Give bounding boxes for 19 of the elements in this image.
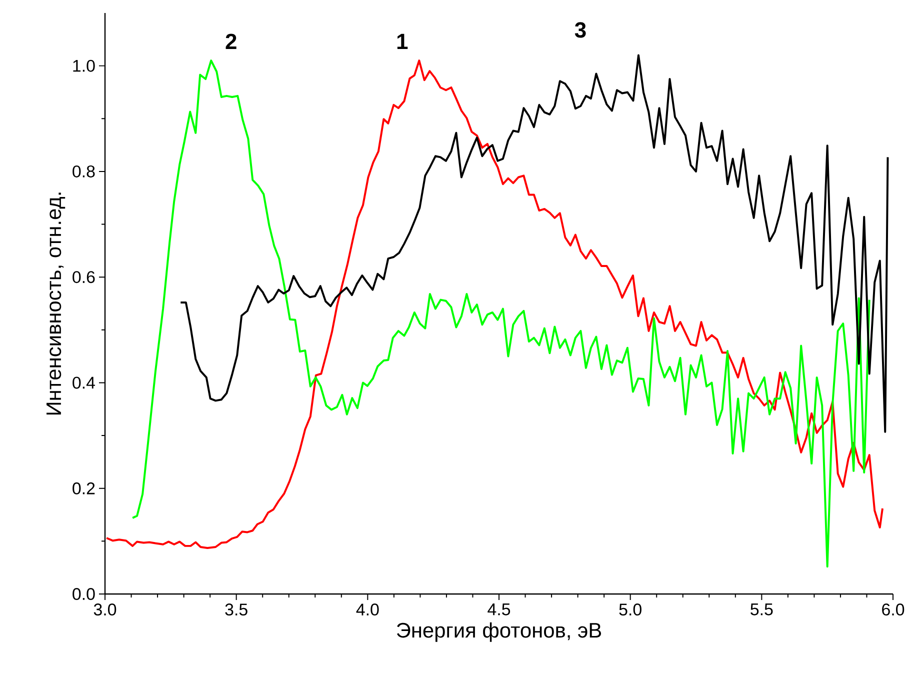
x-tick-label: 4.5 [488, 604, 510, 616]
x-tick-label: 4.0 [356, 604, 379, 616]
y-tick-label: 0.2 [72, 482, 95, 494]
x-tick-label: 5.5 [750, 604, 773, 616]
y-tick-label: 0.0 [72, 588, 95, 600]
y-tick-label: 0.4 [72, 376, 95, 389]
series-label: 2 [226, 34, 236, 50]
x-tick-label: 5.0 [619, 604, 642, 616]
series-label: 3 [574, 22, 586, 38]
x-axis-title: Энергия фотонов, эВ [396, 622, 602, 642]
y-tick-label: 0.8 [72, 165, 95, 178]
y-axis-title: Интенсивность, отн.ед. [46, 192, 66, 415]
x-tick-label: 3.0 [94, 604, 116, 616]
line-series [180, 54, 889, 433]
series-label: 1 [397, 34, 408, 50]
y-tick-label: 0.6 [72, 271, 95, 284]
y-tick-label: 1.0 [73, 60, 95, 72]
x-tick-label: 6.0 [882, 604, 904, 616]
x-tick-label: 3.5 [225, 604, 248, 616]
